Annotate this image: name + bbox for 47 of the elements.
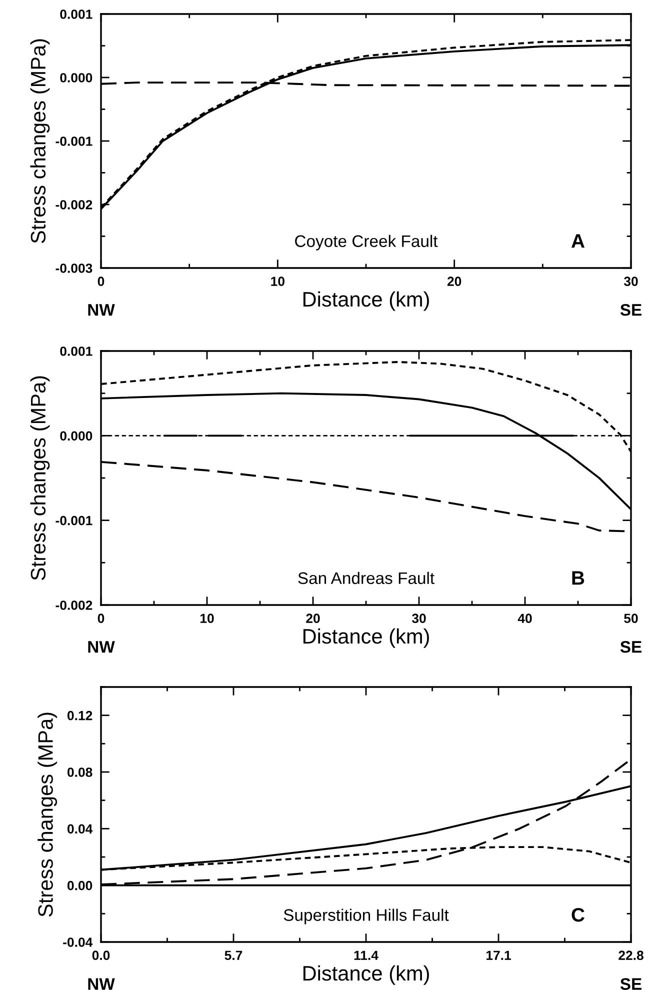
y-tick-label: 0.08 [68,768,92,777]
text: San Andreas Fault [298,572,434,584]
y-tick-label: -0.04 [63,938,93,947]
text: NW [88,304,115,316]
x-tick-label: 20 [306,614,320,624]
x-tick-label: 0 [98,614,104,624]
x-tick-label: 22.8 [618,950,644,960]
x-tick-label: 5.7 [224,950,242,960]
y-tick-label: -0.003 [56,264,92,273]
y-axis-title: Stress changes (MPa) [38,712,58,917]
y-tick-label: 0.04 [68,824,93,834]
x-tick-label: 20 [447,276,462,286]
x-tick-label: 50 [624,614,638,624]
x-tick-label: 0 [98,276,104,286]
y-tick-label: 0.00 [68,880,92,890]
y-tick-label: 0.001 [60,346,92,356]
text: NW [88,978,115,990]
x-tick-label: 11.4 [354,950,378,960]
x-tick-label: 10 [271,276,284,286]
annotation: A [571,234,585,248]
x-axis-title: Distance (km) [303,628,429,648]
x-tick-label: 40 [518,614,532,624]
text: NW [88,641,115,653]
y-tick-label: 0.000 [60,73,92,82]
annotation: B [572,571,584,585]
x-tick-label: 17.1 [486,950,511,960]
text: SE [620,304,642,316]
text: SE [620,641,642,653]
text: Coyote Creek Fault [295,234,438,250]
y-axis-title: Stress changes (MPa) [30,376,50,580]
x-tick-label: 10 [200,614,214,624]
x-axis-title: Distance (km) [303,965,429,985]
y-tick-label: -0.002 [56,200,92,210]
x-tick-label: 30 [624,276,638,286]
y-tick-label: -0.001 [56,136,92,146]
y-tick-label: 0.12 [68,710,92,720]
y-tick-label: 0.000 [60,431,92,441]
text: Superstition Hills Fault [284,908,449,924]
y-axis-title: Stress changes (MPa) [30,39,50,244]
y-tick-label: -0.001 [56,516,92,526]
y-tick-label: 0.001 [60,10,92,19]
y-tick-label: -0.002 [56,600,92,610]
annotation: C [572,908,584,922]
x-axis-title: Distance (km) [303,291,429,311]
x-tick-label: 30 [412,614,426,624]
x-tick-label: 0.0 [92,950,110,960]
text: SE [620,978,642,990]
